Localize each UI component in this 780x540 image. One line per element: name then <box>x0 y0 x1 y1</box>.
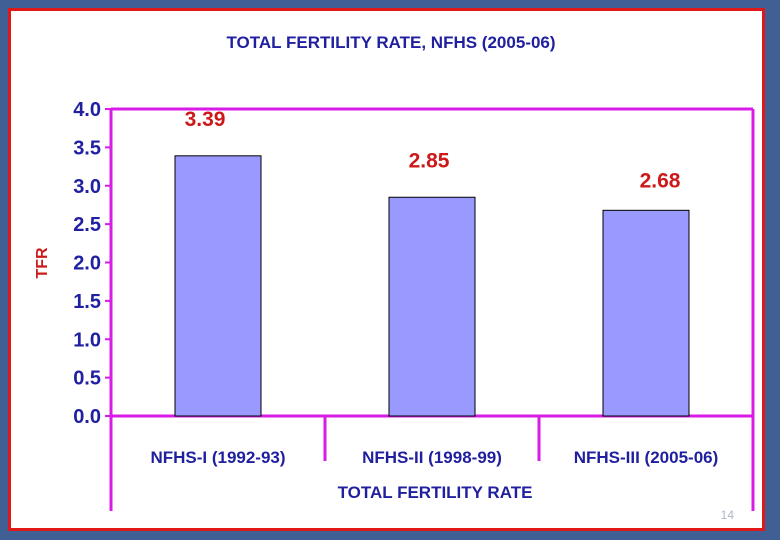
bar-2 <box>388 196 476 417</box>
page-number: 14 <box>720 508 734 522</box>
category-label-3: NFHS-III (2005-06) <box>574 448 719 467</box>
category-label-2: NFHS-II (1998-99) <box>362 448 502 467</box>
y-tick-label: 2.5 <box>73 214 101 236</box>
y-tick-label: 0.0 <box>73 406 101 428</box>
y-tick-label: 1.5 <box>73 291 101 313</box>
x-axis-label: TOTAL FERTILITY RATE <box>338 483 533 502</box>
slide: TOTAL FERTILITY RATE, NFHS (2005-06) TFR… <box>8 8 765 531</box>
y-tick-label: 0.5 <box>73 368 101 390</box>
y-tick-label: 3.5 <box>73 137 101 159</box>
bar-chart: TOTAL FERTILITY RATE, NFHS (2005-06) TFR… <box>34 33 755 511</box>
y-axis-label: TFR <box>34 247 51 279</box>
data-label-1: 3.39 <box>185 108 226 131</box>
category-label-1: NFHS-I (1992-93) <box>150 448 285 467</box>
bar-1 <box>174 155 262 417</box>
bar-3 <box>602 209 690 417</box>
y-tick-label: 1.0 <box>73 329 101 351</box>
y-tick-label: 3.0 <box>73 176 101 198</box>
data-label-2: 2.85 <box>409 149 450 172</box>
chart-title: TOTAL FERTILITY RATE, NFHS (2005-06) <box>226 33 555 52</box>
y-tick-label: 4.0 <box>73 99 101 121</box>
y-tick-label: 2.0 <box>73 253 101 275</box>
data-label-3: 2.68 <box>640 169 681 192</box>
